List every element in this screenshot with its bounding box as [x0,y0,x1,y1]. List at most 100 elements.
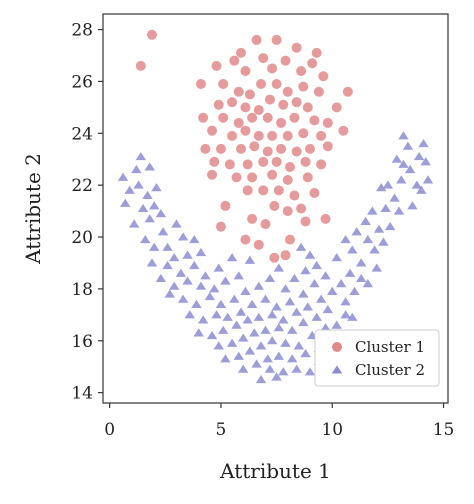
cluster-2-point [347,245,358,254]
cluster-1-point [253,104,264,115]
cluster-2-point [298,317,309,327]
cluster-1-point [267,63,278,74]
cluster-2-point [264,364,276,373]
cluster-1-point [300,216,311,227]
cluster-1-point [244,89,255,100]
x-tick-label: 15 [433,420,455,440]
cluster-2-point [262,354,273,363]
cluster-2-point [402,141,414,150]
cluster-2-point [398,131,409,140]
y-tick-label: 14 [71,384,93,404]
cluster-2-point [360,216,371,225]
cluster-2-point [327,286,338,295]
cluster-2-point [291,307,302,316]
cluster-1-point [224,159,235,170]
cluster-2-point [117,172,129,181]
cluster-2-point [293,341,305,350]
cluster-2-point [229,294,240,303]
cluster-2-point [300,266,311,275]
cluster-2-point [142,190,153,200]
cluster-2-point [291,364,302,373]
cluster-2-point [213,341,224,350]
cluster-2-point [271,302,282,311]
cluster-2-point [175,268,187,277]
cluster-2-point [407,201,418,210]
cluster-2-point [235,307,247,316]
y-tick-label: 28 [71,21,93,41]
x-tick-label: 0 [104,420,115,440]
cluster-1-point [262,146,273,157]
y-tick-label: 26 [71,72,93,92]
cluster-2-point [340,310,351,319]
cluster-1-point [260,219,271,230]
cluster-1-point [284,162,295,173]
cluster-2-point [255,341,267,350]
cluster-2-point [362,234,374,244]
cluster-1-point [280,55,291,66]
legend-marker-cluster-1 [332,342,342,352]
legend-label-cluster-1: Cluster 1 [355,338,425,356]
cluster-1-point [200,143,211,154]
cluster-2-point [295,242,307,251]
cluster-1-point [233,117,244,128]
cluster-1-point [242,159,253,170]
cluster-2-point [253,312,265,321]
cluster-2-point [233,271,244,280]
cluster-2-point [184,310,196,319]
cluster-1-point [236,143,246,154]
cluster-2-point [200,271,211,280]
cluster-1-point [302,172,313,183]
cluster-2-point [420,157,431,166]
cluster-2-point [148,242,160,251]
data-points [117,29,434,384]
cluster-1-point [313,86,324,97]
cluster-2-point [211,310,222,319]
cluster-1-point [271,34,282,45]
cluster-1-point [256,79,267,90]
cluster-2-point [260,325,271,334]
cluster-2-point [251,359,262,368]
cluster-1-point [195,79,206,90]
cluster-2-point [191,299,202,308]
cluster-1-point [215,221,226,232]
cluster-1-point [269,200,280,211]
cluster-2-point [378,237,389,246]
cluster-2-point [238,364,249,373]
cluster-1-point [198,112,209,123]
cluster-2-point [320,271,331,280]
cluster-1-point [291,146,302,157]
cluster-1-point [289,112,300,123]
cluster-1-point [258,53,269,64]
cluster-2-point [253,281,265,290]
cluster-1-point [240,125,251,136]
cluster-2-point [249,328,260,337]
cluster-1-point [207,169,218,180]
cluster-2-point [244,255,256,264]
cluster-2-point [347,312,358,321]
cluster-1-point [227,97,238,108]
cluster-2-point [133,180,144,189]
y-tick-label: 16 [71,332,93,352]
cluster-2-point [120,198,131,207]
cluster-1-point [289,190,300,201]
cluster-1-point [309,187,320,198]
cluster-2-point [422,175,434,184]
cluster-1-point [298,128,309,139]
cluster-2-point [286,325,298,334]
cluster-1-point [278,99,289,110]
cluster-2-point [286,354,298,363]
cluster-2-point [155,209,167,218]
cluster-2-point [226,338,238,347]
cluster-2-point [289,273,300,283]
cluster-2-point [144,162,155,171]
cluster-2-point [204,291,216,301]
cluster-2-point [273,263,285,272]
cluster-2-point [284,297,296,306]
cluster-2-point [384,221,396,231]
cluster-2-point [382,180,394,189]
cluster-1-point [247,112,258,123]
cluster-1-point [300,156,311,167]
cluster-1-point [220,200,231,211]
cluster-2-point [331,253,342,262]
plot-frame [102,13,449,404]
